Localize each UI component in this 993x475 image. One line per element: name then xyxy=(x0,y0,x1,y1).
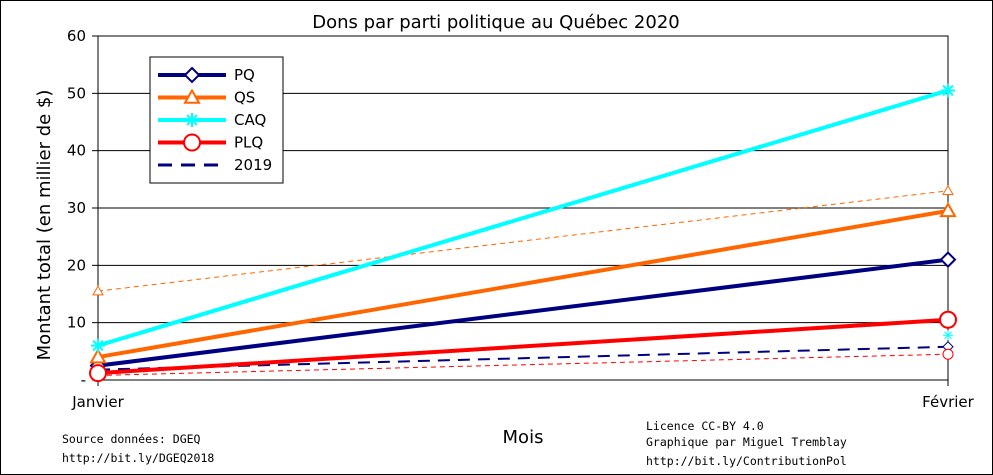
legend-marker xyxy=(183,88,201,104)
legend-label: 2019 xyxy=(234,156,272,174)
point-2019-plq xyxy=(942,348,954,360)
point-plq xyxy=(939,310,957,329)
point-pq xyxy=(939,251,957,269)
point-qs xyxy=(89,348,107,364)
series-line-plq xyxy=(96,317,950,376)
series-2020-lines xyxy=(89,83,957,383)
legend-item: PLQ xyxy=(158,133,263,152)
point-caq xyxy=(91,338,105,353)
legend: PQ QS CAQ PLQ 2019 xyxy=(149,56,284,184)
source-url: http://bit.ly/DGEQ2018 xyxy=(62,451,214,465)
legend-marker xyxy=(183,133,201,152)
y-axis-ticks: - 10 20 30 40 50 60 xyxy=(67,27,98,389)
y-tick-label: - xyxy=(81,371,86,389)
x-tick-label: Janvier xyxy=(71,393,124,411)
point-2019-caq xyxy=(943,330,953,341)
series-2019-line-qs xyxy=(97,190,949,292)
legend-item: CAQ xyxy=(158,111,266,129)
y-tick-label: 30 xyxy=(67,199,86,217)
license-note: Licence CC-BY 4.0 xyxy=(646,419,764,433)
legend-item: 2019 xyxy=(158,156,272,174)
y-tick-label: 60 xyxy=(67,27,86,45)
chart-title: Dons par parti politique au Québec 2020 xyxy=(312,12,679,33)
legend-label: PLQ xyxy=(234,134,263,152)
legend-item: PQ xyxy=(158,66,255,84)
x-tick-label: Février xyxy=(922,393,974,411)
source-note: Source données: DGEQ xyxy=(62,432,201,446)
legend-marker xyxy=(185,113,199,127)
y-axis-title: Montant total (en millier de $) xyxy=(34,90,55,361)
license-url: http://bit.ly/ContributionPol xyxy=(646,454,847,468)
legend-label: PQ xyxy=(234,66,255,84)
y-tick-label: 50 xyxy=(67,84,86,102)
point-2019-qs xyxy=(92,285,104,296)
y-tick-label: 10 xyxy=(67,314,86,332)
x-axis-title: Mois xyxy=(503,427,544,448)
legend-item: QS xyxy=(158,88,255,107)
legend-marker xyxy=(183,66,201,84)
series-line-caq xyxy=(96,88,950,348)
point-2019-qs xyxy=(942,184,954,196)
y-tick-label: 20 xyxy=(67,256,86,274)
x-axis-ticks: Janvier Février xyxy=(71,380,975,411)
series-2019-line-plq xyxy=(97,353,949,376)
point-plq xyxy=(89,364,107,383)
series-line-pq xyxy=(96,257,950,368)
legend-label: CAQ xyxy=(234,111,266,129)
y-tick-label: 40 xyxy=(67,142,86,160)
point-qs xyxy=(939,201,957,218)
author-note: Graphique par Miguel Tremblay xyxy=(646,435,847,449)
series-line-qs xyxy=(96,208,950,360)
legend-label: QS xyxy=(234,89,255,107)
point-caq xyxy=(941,83,955,98)
